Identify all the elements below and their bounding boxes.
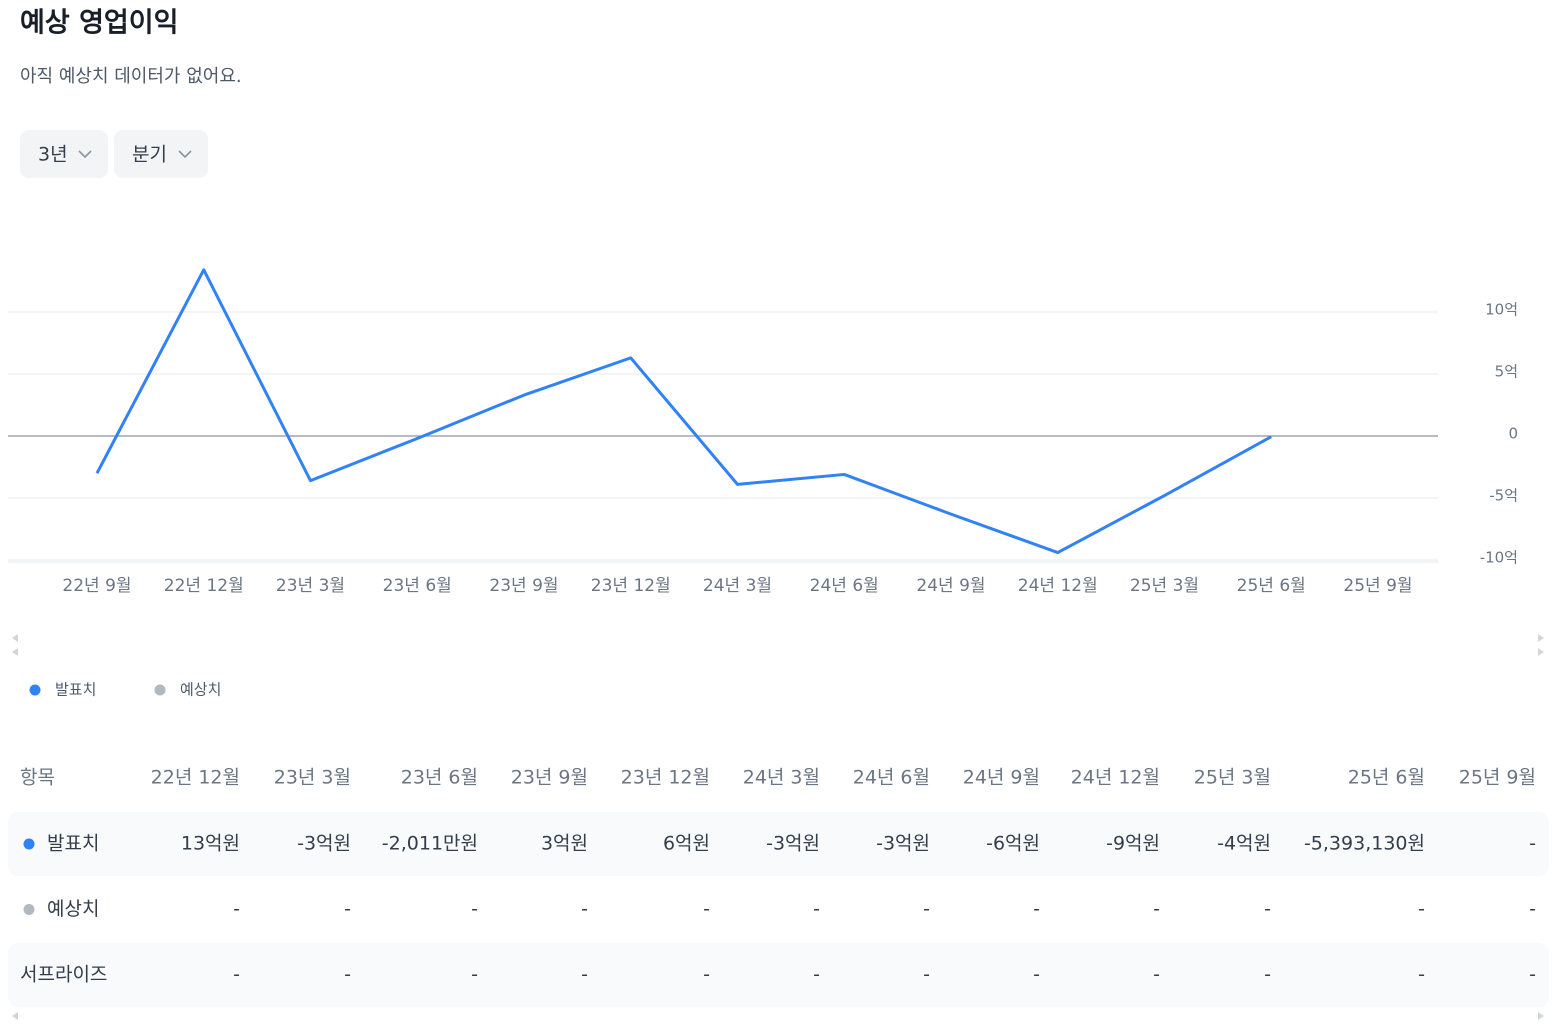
cell: - xyxy=(344,898,351,920)
scroll-left[interactable] xyxy=(12,648,18,656)
legend-label: 예상치 xyxy=(180,681,221,699)
dropdown-bg[interactable] xyxy=(114,130,208,178)
cell: - xyxy=(1033,964,1040,986)
chevron xyxy=(78,150,92,159)
x-tick-label: 25년 6월 xyxy=(1237,576,1306,596)
cell: - xyxy=(581,898,588,920)
cell: - xyxy=(1264,964,1271,986)
x-tick-label: 24년 12월 xyxy=(1018,576,1098,596)
x-tick-label: 22년 12월 xyxy=(164,576,244,596)
cell: - xyxy=(233,964,240,986)
legend-label: 발표치 xyxy=(55,681,96,699)
cell: -6억원 xyxy=(986,833,1040,855)
cell: -3억원 xyxy=(876,833,930,855)
cell: - xyxy=(581,964,588,986)
cell: - xyxy=(813,898,820,920)
x-tick-label: 22년 9월 xyxy=(62,576,131,596)
x-tick-label: 23년 3월 xyxy=(276,576,345,596)
table-header: 22년 12월 xyxy=(151,767,240,789)
cell: - xyxy=(703,964,710,986)
cell: -2,011만원 xyxy=(382,833,478,855)
x-tick-label: 24년 9월 xyxy=(916,576,985,596)
y-tick-label: 0 xyxy=(1508,425,1518,443)
x-tick-label: 25년 3월 xyxy=(1130,576,1199,596)
scroll-left[interactable] xyxy=(12,1012,18,1020)
cell: - xyxy=(1418,964,1425,986)
legend-dot xyxy=(29,684,41,696)
scroll-right[interactable] xyxy=(1538,634,1544,642)
x-tick-label: 24년 3월 xyxy=(703,576,772,596)
table-header: 25년 9월 xyxy=(1459,767,1536,789)
cell: -4억원 xyxy=(1217,833,1271,855)
row-label: 예상치 xyxy=(47,898,99,920)
table-header: 23년 12월 xyxy=(621,767,710,789)
cell: - xyxy=(813,964,820,986)
cell: -3억원 xyxy=(297,833,351,855)
scroll-right[interactable] xyxy=(1538,1012,1544,1020)
y-tick-label: -10억 xyxy=(1480,549,1518,567)
title: 예상 영업이익 xyxy=(20,8,178,39)
table-header: 25년 6월 xyxy=(1348,767,1425,789)
period-dropdown[interactable]: 3년 xyxy=(20,130,108,178)
x-tick-label: 24년 6월 xyxy=(810,576,879,596)
cell: - xyxy=(1418,898,1425,920)
y-tick-label: 5억 xyxy=(1495,363,1518,381)
cell: - xyxy=(233,898,240,920)
x-tick-label: 23년 6월 xyxy=(383,576,452,596)
x-tick-label: 23년 9월 xyxy=(489,576,558,596)
y-tick-label: -5억 xyxy=(1489,487,1518,505)
cell: -9억원 xyxy=(1106,833,1160,855)
data-line xyxy=(95,268,1272,555)
cell: - xyxy=(1033,898,1040,920)
x-tick-label: 23년 12월 xyxy=(591,576,671,596)
cell: 13억원 xyxy=(181,833,240,855)
row-label: 서프라이즈 xyxy=(20,964,107,986)
y-tick-label: 10억 xyxy=(1485,301,1518,319)
cell: - xyxy=(471,964,478,986)
cell: - xyxy=(1153,898,1160,920)
cell: - xyxy=(471,898,478,920)
scroll-right[interactable] xyxy=(1538,648,1544,656)
subtitle: 아직 예상치 데이터가 없어요. xyxy=(20,66,242,87)
cell: - xyxy=(703,898,710,920)
dropdown-label[interactable]: 3년 xyxy=(38,144,68,166)
scroll-arrows xyxy=(12,634,1544,1020)
cell: -3억원 xyxy=(766,833,820,855)
cell: - xyxy=(1153,964,1160,986)
legend-dot xyxy=(154,684,166,696)
row-bg xyxy=(8,812,1549,876)
cell: - xyxy=(344,964,351,986)
scroll-left[interactable] xyxy=(12,634,18,642)
row-dot xyxy=(23,838,35,850)
row-bg xyxy=(8,943,1549,1007)
chevron xyxy=(178,150,192,159)
table-header: 24년 3월 xyxy=(743,767,820,789)
table-header: 24년 6월 xyxy=(853,767,930,789)
cell: - xyxy=(1264,898,1271,920)
row-label: 발표치 xyxy=(47,833,99,855)
dropdown-bg[interactable] xyxy=(20,130,108,178)
cell: - xyxy=(1529,833,1536,855)
table-header: 23년 9월 xyxy=(511,767,588,789)
unit-dropdown[interactable]: 분기 xyxy=(114,130,208,178)
row-dot xyxy=(23,904,35,915)
table-header: 23년 6월 xyxy=(401,767,478,789)
table-header: 24년 9월 xyxy=(963,767,1040,789)
cell: - xyxy=(1529,898,1536,920)
cell: -5,393,130원 xyxy=(1304,833,1425,855)
table-header: 항목 xyxy=(20,767,55,789)
cell: 6억원 xyxy=(663,833,710,855)
cell: - xyxy=(923,964,930,986)
cell: 3억원 xyxy=(541,833,588,855)
x-tick-label: 25년 9월 xyxy=(1343,576,1412,596)
table-header: 25년 3월 xyxy=(1194,767,1271,789)
cell: - xyxy=(1529,964,1536,986)
table-header: 23년 3월 xyxy=(274,767,351,789)
cell: - xyxy=(923,898,930,920)
table-header: 24년 12월 xyxy=(1071,767,1160,789)
dropdown-label[interactable]: 분기 xyxy=(132,144,167,166)
